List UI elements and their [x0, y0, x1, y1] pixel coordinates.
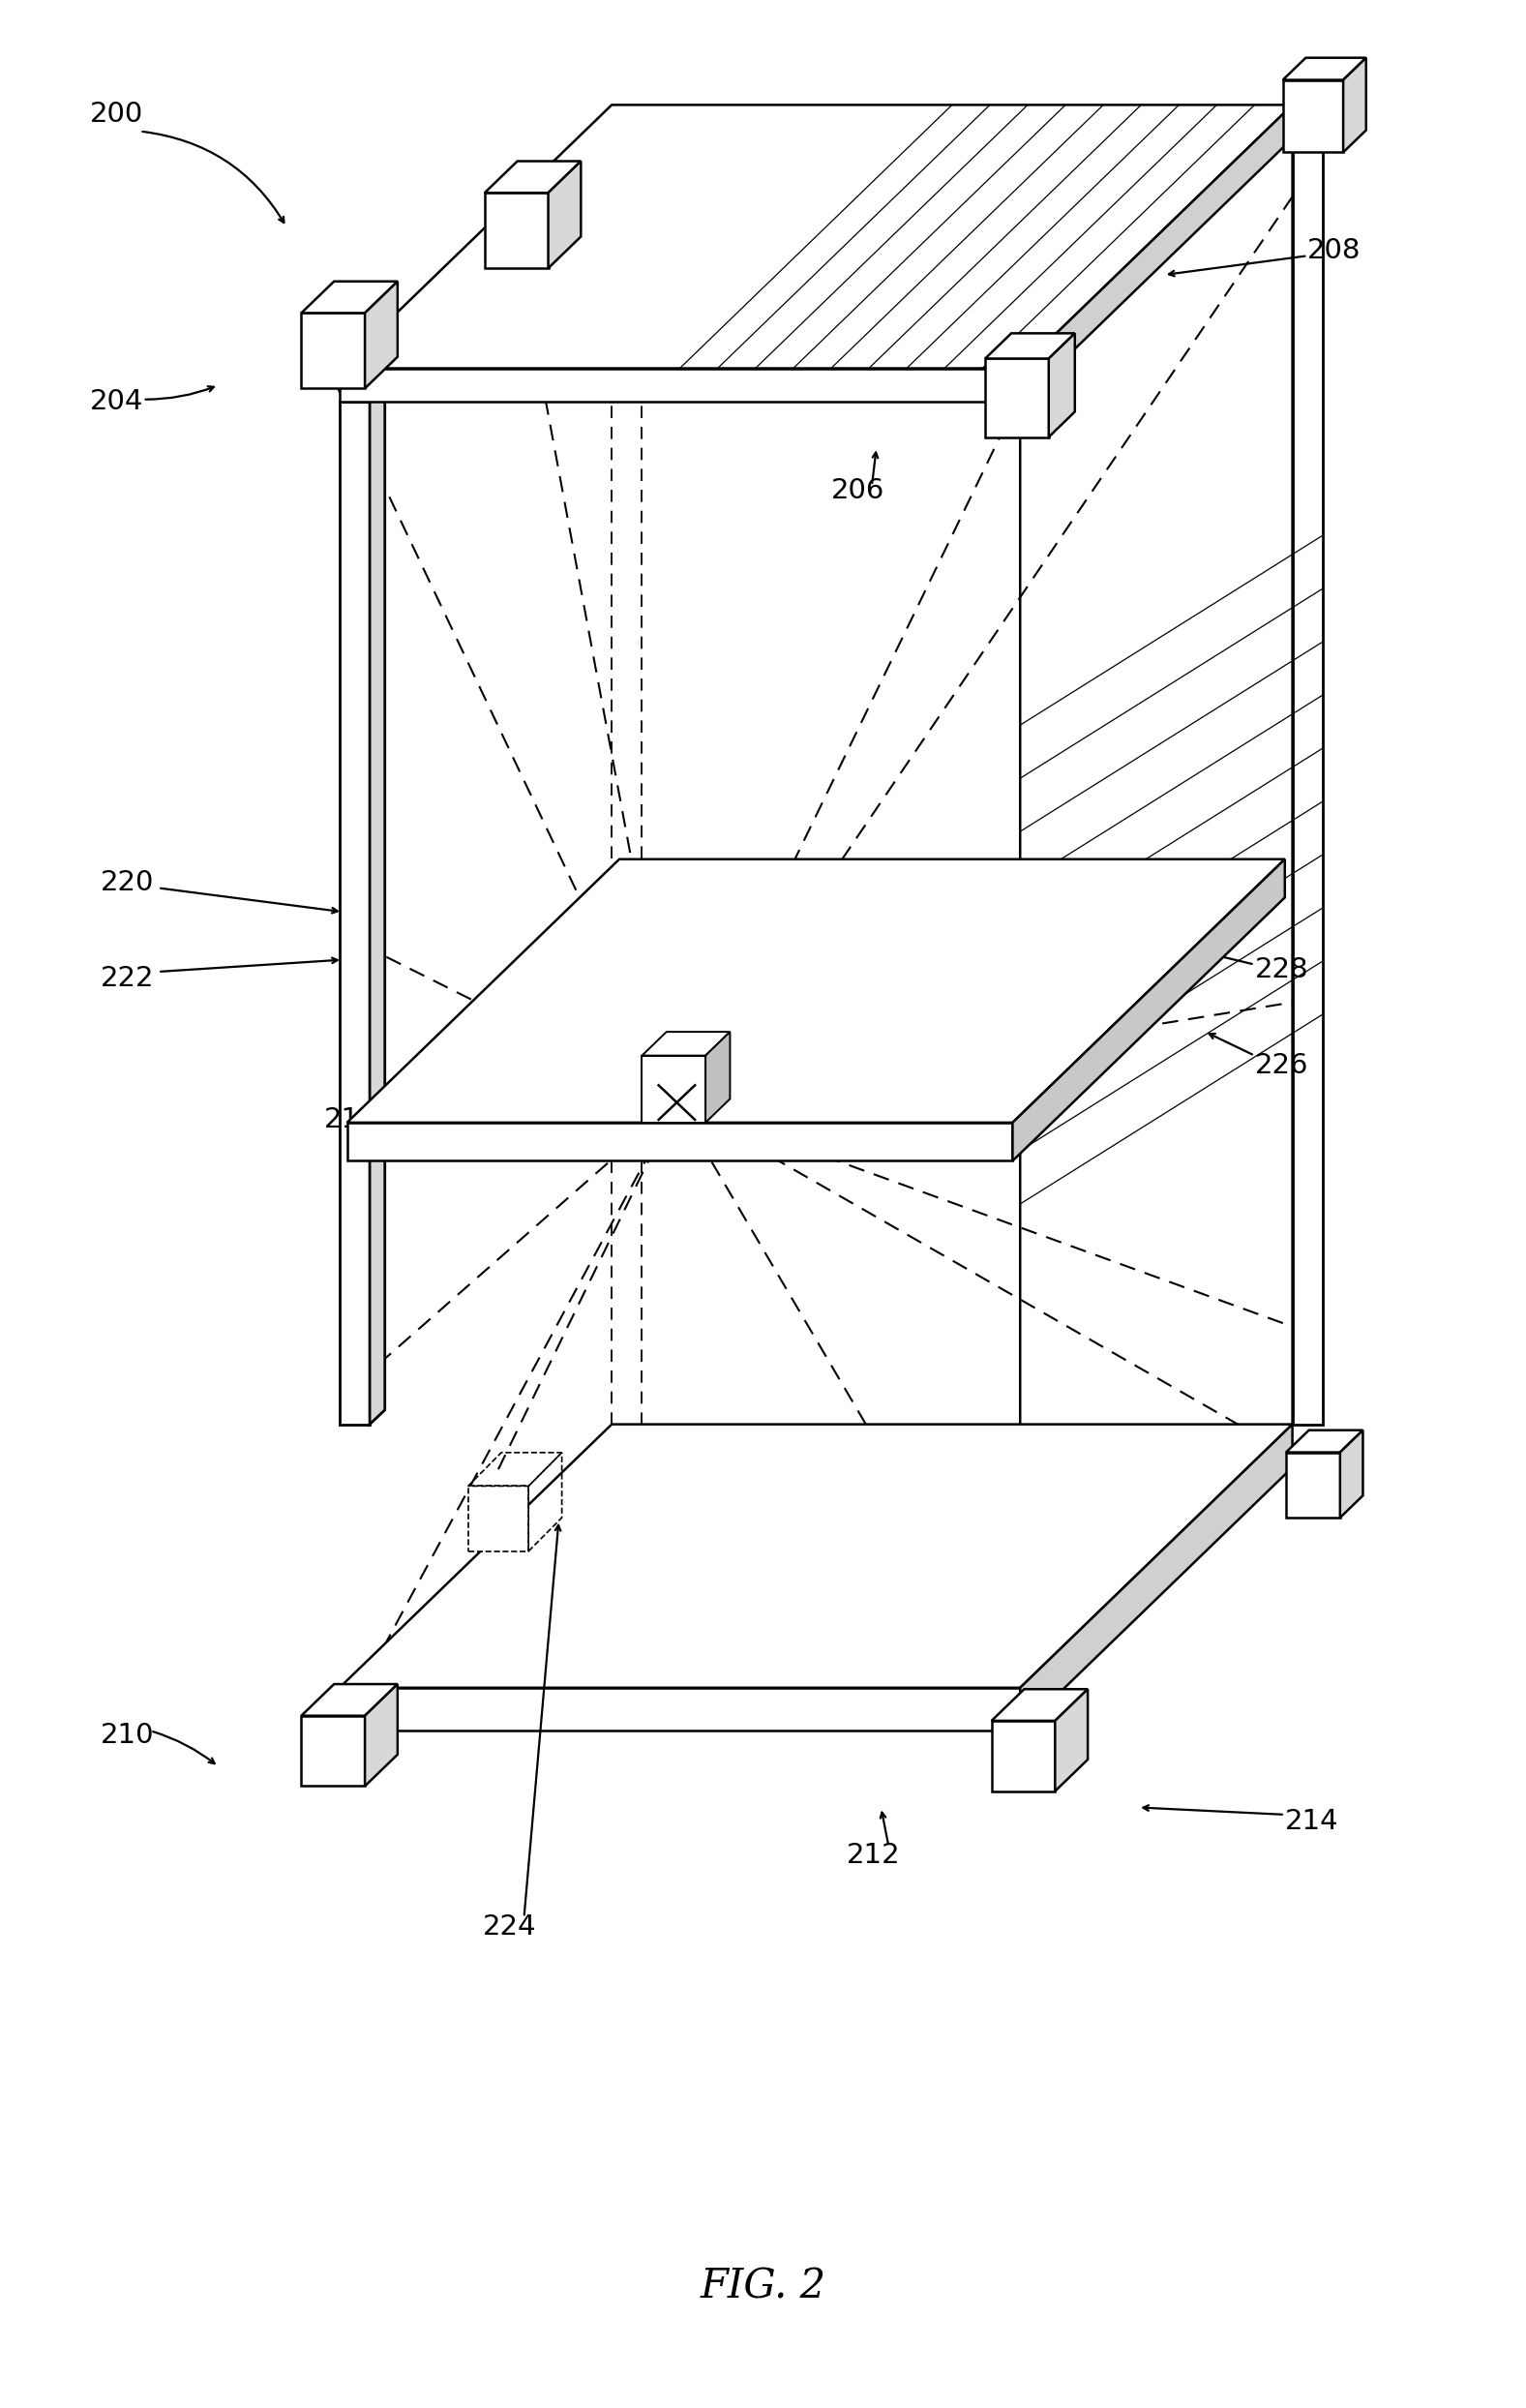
Polygon shape	[346, 860, 1285, 1122]
Polygon shape	[986, 332, 1074, 359]
Polygon shape	[301, 313, 365, 388]
Polygon shape	[1283, 79, 1343, 152]
Text: 210: 210	[101, 1722, 154, 1748]
Polygon shape	[365, 1683, 398, 1787]
Polygon shape	[485, 193, 548, 267]
Text: FIG. 2: FIG. 2	[700, 2266, 826, 2307]
Polygon shape	[301, 1717, 365, 1787]
Text: 202: 202	[551, 214, 604, 241]
Polygon shape	[301, 1683, 398, 1717]
Text: 228: 228	[1254, 956, 1308, 982]
Text: 226: 226	[1254, 1052, 1308, 1079]
Polygon shape	[992, 1722, 1054, 1792]
Polygon shape	[1286, 1430, 1363, 1452]
Text: 208: 208	[1308, 238, 1361, 265]
Polygon shape	[339, 402, 369, 1423]
Polygon shape	[1286, 1452, 1340, 1517]
Polygon shape	[369, 388, 385, 1423]
Polygon shape	[1021, 1423, 1293, 1731]
Text: 224: 224	[484, 1914, 537, 1941]
Polygon shape	[1054, 1688, 1088, 1792]
Polygon shape	[992, 1688, 1088, 1722]
Polygon shape	[642, 1033, 729, 1055]
Polygon shape	[1048, 332, 1074, 436]
Text: 220: 220	[101, 869, 154, 896]
Polygon shape	[339, 1688, 1021, 1731]
Text: 218: 218	[694, 238, 749, 265]
Polygon shape	[1343, 58, 1366, 152]
Polygon shape	[705, 1033, 729, 1122]
Polygon shape	[468, 1486, 528, 1551]
Polygon shape	[1021, 106, 1293, 1688]
Polygon shape	[339, 1423, 1293, 1688]
Polygon shape	[1340, 1430, 1363, 1517]
Text: 200: 200	[90, 101, 143, 128]
Polygon shape	[642, 1055, 705, 1122]
Text: 204: 204	[90, 388, 143, 414]
Polygon shape	[346, 1122, 1013, 1161]
Polygon shape	[485, 161, 581, 193]
Polygon shape	[339, 368, 1021, 402]
Polygon shape	[1013, 860, 1285, 1161]
Polygon shape	[301, 282, 398, 313]
Text: 216: 216	[325, 1108, 378, 1134]
Polygon shape	[548, 161, 581, 267]
Polygon shape	[1293, 106, 1323, 1423]
Polygon shape	[365, 282, 398, 388]
Text: 214: 214	[1285, 1808, 1338, 1835]
Text: 212: 212	[847, 1842, 900, 1869]
Polygon shape	[1021, 106, 1293, 402]
Polygon shape	[986, 359, 1048, 436]
Polygon shape	[339, 106, 1293, 368]
Text: 206: 206	[832, 477, 885, 503]
Text: 222: 222	[101, 966, 154, 992]
Polygon shape	[1283, 58, 1366, 79]
